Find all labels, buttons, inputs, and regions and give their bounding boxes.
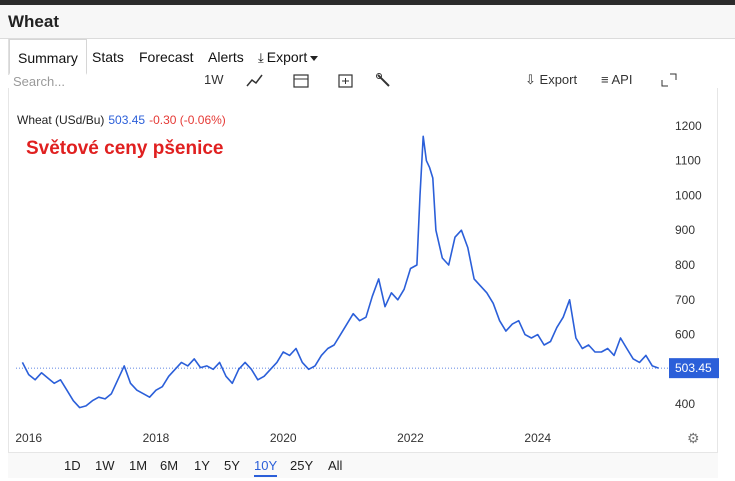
- tab-alerts[interactable]: Alerts: [208, 39, 244, 75]
- download-icon: ⤓: [258, 50, 264, 65]
- trend-line-icon: [246, 74, 263, 87]
- search-input[interactable]: [13, 72, 143, 90]
- range-1d[interactable]: 1D: [64, 458, 81, 473]
- fullscreen-button[interactable]: [660, 72, 680, 88]
- wrench-icon: [376, 73, 390, 87]
- tab-export-label: Export: [266, 49, 308, 65]
- api-button[interactable]: ≡ API: [601, 72, 641, 88]
- tab-bar: Summary Stats Forecast Alerts ⤓ Export: [8, 39, 735, 75]
- interval-selector[interactable]: 1W: [204, 72, 226, 88]
- window-top-bar: [0, 0, 735, 5]
- chevron-down-icon: [310, 55, 319, 61]
- plus-square-icon: [338, 74, 353, 88]
- line-type-icon[interactable]: [245, 72, 263, 88]
- chart-legend: Wheat (USd/Bu) 503.45 -0.30 (-0.06%): [17, 113, 226, 127]
- gear-icon[interactable]: ⚙: [687, 430, 700, 446]
- cloud-download-icon: ⇩: [525, 72, 536, 87]
- export-chart-button[interactable]: ⇩ Export: [525, 72, 587, 88]
- chart-annotation: Světové ceny pšenice: [26, 138, 224, 159]
- api-label: API: [611, 72, 633, 87]
- legend-instrument: Wheat (USd/Bu): [17, 113, 105, 127]
- tab-alerts-label: Alerts: [208, 49, 244, 65]
- calendar-icon: [293, 74, 309, 88]
- export-chart-label: Export: [539, 72, 578, 87]
- tab-summary-label: Summary: [18, 50, 78, 66]
- range-10y[interactable]: 10Y: [254, 458, 278, 477]
- calendar-button[interactable]: [292, 72, 310, 88]
- database-icon: ≡: [601, 72, 609, 87]
- range-5y[interactable]: 5Y: [224, 458, 240, 473]
- legend-change: -0.30 (-0.06%): [149, 113, 226, 127]
- range-1y[interactable]: 1Y: [194, 458, 210, 473]
- tab-summary[interactable]: Summary: [9, 39, 87, 75]
- range-all[interactable]: All: [328, 458, 343, 473]
- legend-price: 503.45: [108, 113, 146, 127]
- interval-label: 1W: [204, 72, 224, 87]
- range-selector: 1D 1W 1M 6M 1Y 5Y 10Y 25Y All: [8, 452, 718, 478]
- add-indicator-button[interactable]: [337, 72, 355, 88]
- settings-tool-button[interactable]: [375, 72, 393, 88]
- range-25y[interactable]: 25Y: [290, 458, 314, 473]
- title-bar: Wheat: [0, 5, 735, 39]
- range-1w[interactable]: 1W: [95, 458, 115, 473]
- expand-icon: [661, 73, 677, 87]
- tab-stats[interactable]: Stats: [92, 39, 124, 75]
- range-6m[interactable]: 6M: [160, 458, 179, 473]
- tab-forecast[interactable]: Forecast: [139, 39, 193, 75]
- tab-forecast-label: Forecast: [139, 49, 194, 65]
- tab-export[interactable]: ⤓ Export: [258, 39, 319, 75]
- page-title: Wheat: [8, 12, 59, 31]
- tab-stats-label: Stats: [92, 49, 124, 65]
- range-1m[interactable]: 1M: [129, 458, 148, 473]
